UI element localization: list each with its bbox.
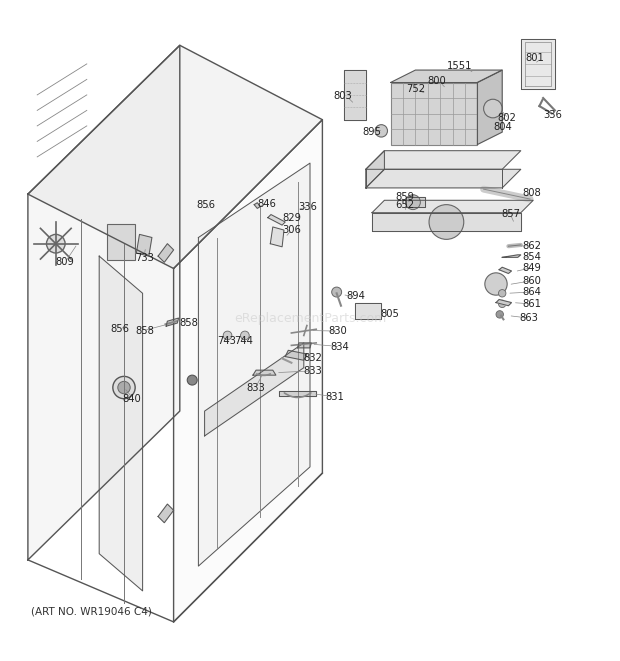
Polygon shape: [285, 350, 307, 360]
Text: 859: 859: [396, 192, 415, 202]
Text: 752: 752: [406, 84, 425, 94]
Text: 860: 860: [522, 276, 541, 286]
Circle shape: [496, 311, 503, 318]
Text: 652: 652: [395, 200, 414, 210]
Text: 1551: 1551: [446, 61, 472, 71]
Text: 808: 808: [522, 188, 541, 198]
Text: (ART NO. WR19046 C4): (ART NO. WR19046 C4): [31, 607, 152, 617]
Polygon shape: [158, 504, 174, 523]
Text: 894: 894: [346, 292, 365, 301]
FancyBboxPatch shape: [107, 224, 135, 260]
Text: 744: 744: [234, 336, 253, 346]
Polygon shape: [372, 200, 533, 213]
Polygon shape: [205, 343, 304, 436]
Circle shape: [498, 290, 506, 297]
Polygon shape: [254, 203, 260, 208]
Text: 801: 801: [526, 53, 544, 63]
Circle shape: [113, 376, 135, 399]
Text: 832: 832: [304, 353, 322, 363]
Polygon shape: [268, 215, 285, 225]
Circle shape: [118, 381, 130, 394]
Text: 854: 854: [522, 252, 541, 262]
Text: 840: 840: [123, 394, 141, 404]
Polygon shape: [406, 197, 425, 206]
Text: eReplacementParts.com: eReplacementParts.com: [234, 311, 386, 325]
Polygon shape: [253, 370, 276, 375]
Text: 809: 809: [56, 257, 74, 267]
Polygon shape: [391, 70, 502, 83]
Text: 803: 803: [334, 91, 352, 101]
Circle shape: [429, 205, 464, 239]
Circle shape: [498, 300, 506, 307]
Polygon shape: [477, 70, 502, 145]
Text: 831: 831: [326, 392, 344, 402]
Text: 834: 834: [330, 342, 349, 352]
Text: 858: 858: [135, 325, 154, 336]
Polygon shape: [158, 244, 174, 262]
Polygon shape: [136, 235, 152, 256]
Circle shape: [405, 195, 420, 210]
Circle shape: [332, 287, 342, 297]
Text: 336: 336: [298, 202, 317, 212]
Circle shape: [46, 235, 65, 253]
Polygon shape: [521, 39, 555, 89]
Polygon shape: [28, 46, 180, 560]
Text: 863: 863: [520, 313, 538, 323]
Polygon shape: [99, 256, 143, 591]
Circle shape: [485, 273, 507, 295]
Text: 846: 846: [257, 199, 276, 209]
Text: 856: 856: [197, 200, 216, 210]
Polygon shape: [499, 267, 511, 274]
Circle shape: [375, 125, 388, 137]
Text: 336: 336: [544, 110, 562, 120]
Polygon shape: [298, 343, 311, 348]
Text: 804: 804: [494, 122, 512, 132]
Text: 833: 833: [246, 383, 265, 393]
Text: 829: 829: [283, 213, 302, 223]
Polygon shape: [270, 227, 284, 247]
Text: 833: 833: [304, 366, 322, 376]
Polygon shape: [28, 46, 322, 268]
Polygon shape: [166, 318, 179, 326]
Polygon shape: [174, 120, 322, 622]
Text: 733: 733: [135, 253, 154, 263]
Text: 861: 861: [522, 299, 541, 309]
Text: 802: 802: [498, 113, 516, 123]
Text: 862: 862: [522, 241, 541, 251]
Polygon shape: [198, 163, 310, 566]
Polygon shape: [366, 151, 384, 188]
Text: 805: 805: [381, 309, 399, 319]
Circle shape: [241, 331, 249, 340]
Circle shape: [484, 99, 502, 118]
Polygon shape: [391, 83, 477, 145]
Text: 895: 895: [363, 127, 382, 137]
Circle shape: [223, 331, 232, 340]
Polygon shape: [344, 70, 366, 120]
Polygon shape: [372, 213, 521, 231]
Text: 306: 306: [283, 225, 301, 235]
Text: 800: 800: [428, 75, 446, 86]
Polygon shape: [355, 303, 381, 319]
Text: 743: 743: [217, 336, 236, 346]
Text: 830: 830: [329, 326, 347, 336]
Text: 857: 857: [501, 209, 520, 219]
Polygon shape: [366, 169, 521, 188]
Polygon shape: [279, 391, 316, 395]
Text: 856: 856: [110, 325, 130, 334]
Polygon shape: [366, 151, 521, 169]
Circle shape: [187, 375, 197, 385]
Polygon shape: [496, 299, 511, 305]
Polygon shape: [502, 255, 521, 257]
Text: 864: 864: [522, 287, 541, 297]
Text: 849: 849: [522, 263, 541, 273]
Text: 858: 858: [180, 318, 198, 328]
